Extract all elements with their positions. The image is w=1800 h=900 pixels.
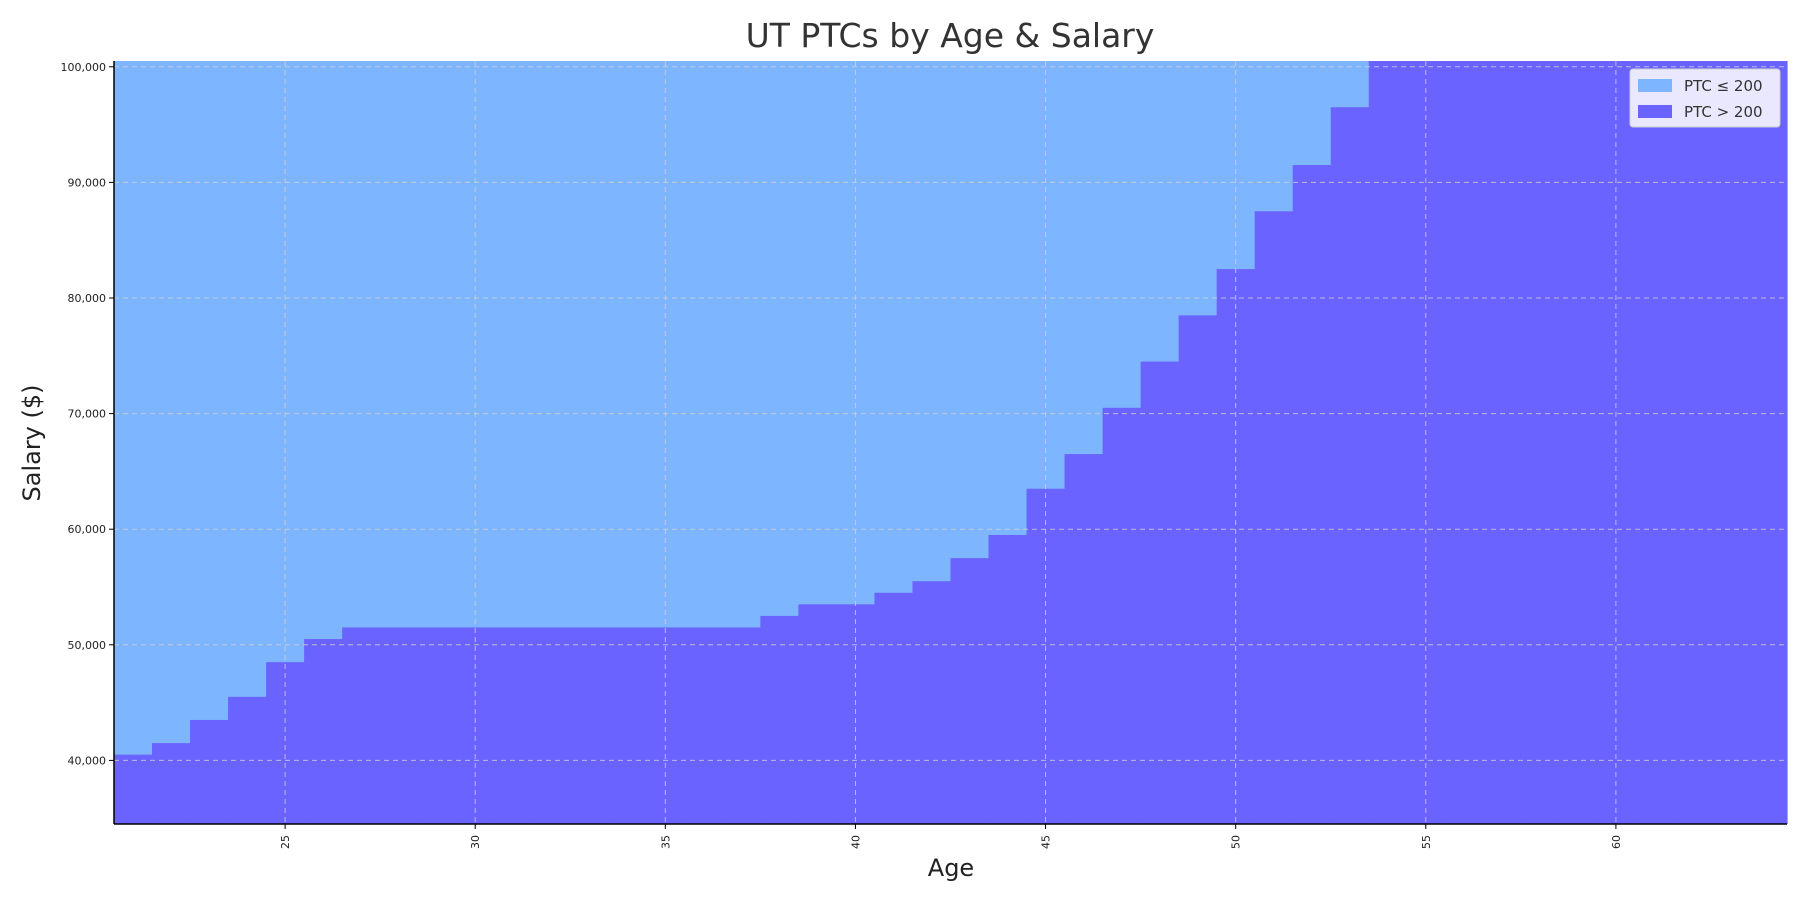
area-ptc-high-column (1292, 165, 1332, 824)
area-ptc-high-column (1368, 61, 1408, 824)
x-tick-label: 25 (279, 835, 292, 849)
y-tick-label: 100,000 (61, 61, 107, 74)
area-ptc-high-column (1710, 61, 1750, 824)
x-tick-label: 40 (849, 835, 862, 849)
axes: 25 30 35 40 45 50 55 60 40,000 50,000 60,000 70,000… (61, 61, 1787, 849)
area-ptc-high-column (1672, 61, 1712, 824)
area-ptc-high-column (1482, 61, 1522, 824)
area-ptc-high-column (190, 719, 229, 824)
legend-label: PTC > 200 (1684, 103, 1763, 121)
area-ptc-high-column (1748, 61, 1788, 824)
area-ptc-high-column (722, 627, 761, 824)
area-ptc-high-column (532, 627, 571, 824)
area-ptc-high-column (266, 662, 305, 824)
area-ptc-high-column (684, 627, 723, 824)
area-ptc-high-column (152, 743, 191, 824)
area-ptc-high-column (304, 639, 343, 824)
legend-label: PTC ≤ 200 (1684, 77, 1763, 95)
area-ptc-high-column (418, 627, 457, 824)
area-ptc-high-column (1444, 61, 1484, 824)
y-axis-label: Salary ($) (18, 384, 46, 501)
area-ptc-high-column (570, 627, 609, 824)
y-tick-label: 60,000 (68, 523, 107, 536)
area-ptc-high-column (494, 627, 533, 824)
area-ptc-high-column (1558, 61, 1598, 824)
area-ptc-high-column (988, 534, 1028, 824)
area-ptc-high-column (1330, 107, 1370, 824)
area-ptc-high-column (380, 627, 419, 824)
area-ptc-high-column (874, 592, 914, 824)
area-ptc-high-column (1140, 361, 1180, 824)
x-tick-label: 50 (1230, 835, 1243, 849)
y-tick-label: 80,000 (68, 292, 107, 305)
area-ptc-high-column (1178, 315, 1218, 824)
x-tick-label: 35 (659, 835, 672, 849)
y-tick-label: 90,000 (68, 176, 107, 189)
x-tick-label: 30 (469, 835, 482, 849)
area-ptc-high-column (1254, 211, 1294, 825)
area-ptc-high-column (1520, 61, 1560, 824)
x-axis-label: Age (928, 854, 974, 882)
plot-area (114, 61, 1788, 825)
x-tick-label: 60 (1610, 835, 1623, 849)
x-tick-label: 45 (1040, 835, 1053, 849)
area-ptc-high-column (342, 627, 381, 824)
legend-swatch (1638, 105, 1672, 118)
area-ptc-high-column (1102, 407, 1142, 824)
area-ptc-high-column (1634, 61, 1674, 824)
area-ptc-high-column (798, 604, 838, 824)
y-tick-label: 50,000 (68, 639, 107, 652)
area-ptc-high-column (1064, 454, 1104, 824)
x-tick-label: 55 (1420, 835, 1433, 849)
chart-title: UT PTCs by Age & Salary (746, 16, 1155, 55)
legend-swatch (1638, 79, 1672, 92)
area-ptc-high-column (608, 627, 647, 824)
y-tick-label: 40,000 (68, 754, 107, 767)
area-ptc-high-column (114, 754, 153, 824)
area-ptc-high-column (912, 581, 952, 824)
area-ptc-high-column (760, 615, 800, 824)
grid (114, 61, 1787, 824)
area-ptc-high-column (950, 558, 990, 824)
y-tick-label: 70,000 (68, 408, 107, 421)
legend: PTC ≤ 200 PTC > 200 (1629, 68, 1781, 128)
